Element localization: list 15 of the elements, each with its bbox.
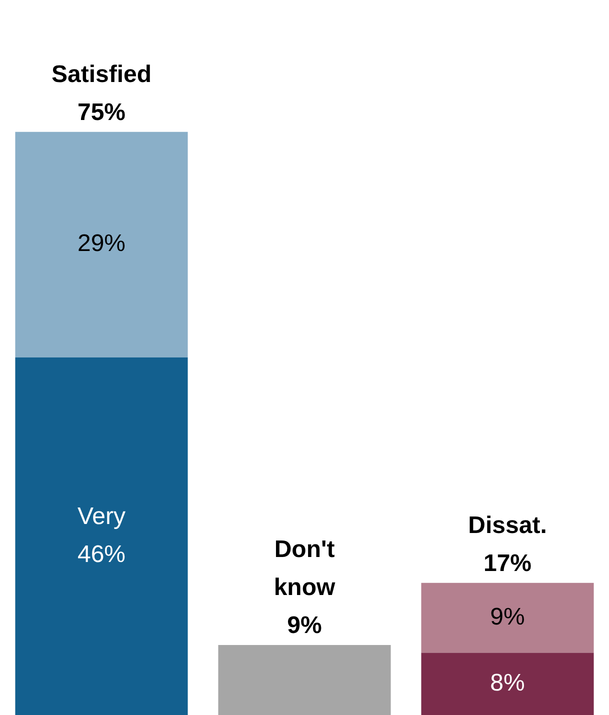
- x-tick-label: Dissat.: [468, 512, 547, 539]
- x-tick-label: Satisfied: [51, 60, 152, 88]
- bar: [218, 645, 391, 715]
- data-label: Very 46%: [77, 502, 126, 568]
- total-label: 75%: [77, 98, 126, 126]
- total-label: 9%: [287, 612, 322, 640]
- bar: [421, 582, 594, 653]
- data-label: 8%: [490, 670, 525, 697]
- data-label: 29%: [77, 230, 126, 258]
- x-tick-label: Don't know: [274, 536, 336, 602]
- bar: [15, 132, 188, 358]
- bar: [421, 652, 594, 715]
- total-label: 17%: [483, 550, 532, 577]
- data-label: 9%: [490, 603, 525, 630]
- bar: [15, 357, 188, 715]
